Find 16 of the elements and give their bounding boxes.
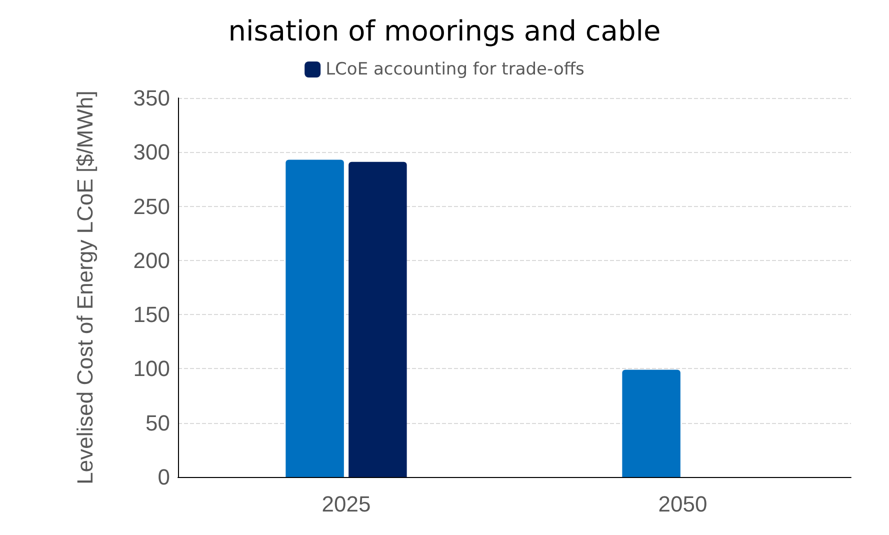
y-tick-label: 100 (133, 356, 170, 382)
legend-label: LCoE accounting for trade-offs (326, 60, 585, 80)
y-tick-label: 200 (133, 248, 170, 273)
y-tick-label: 250 (133, 194, 170, 219)
x-tick-label: 2050 (658, 492, 708, 516)
y-axis-title: Levelised Cost of Energy LCoE [$/MWh] (72, 90, 98, 484)
chart-title: nisation of moorings and cable (228, 14, 661, 48)
y-tick-label: 350 (133, 86, 170, 110)
y-tick-label: 50 (146, 410, 170, 436)
x-tick-label: 2025 (322, 492, 371, 516)
bar (622, 370, 680, 477)
bar (286, 160, 344, 477)
y-tick-label: 150 (133, 302, 170, 328)
bar (348, 162, 407, 477)
y-tick-label: 300 (133, 140, 170, 165)
y-tick-label: 0 (158, 464, 170, 490)
